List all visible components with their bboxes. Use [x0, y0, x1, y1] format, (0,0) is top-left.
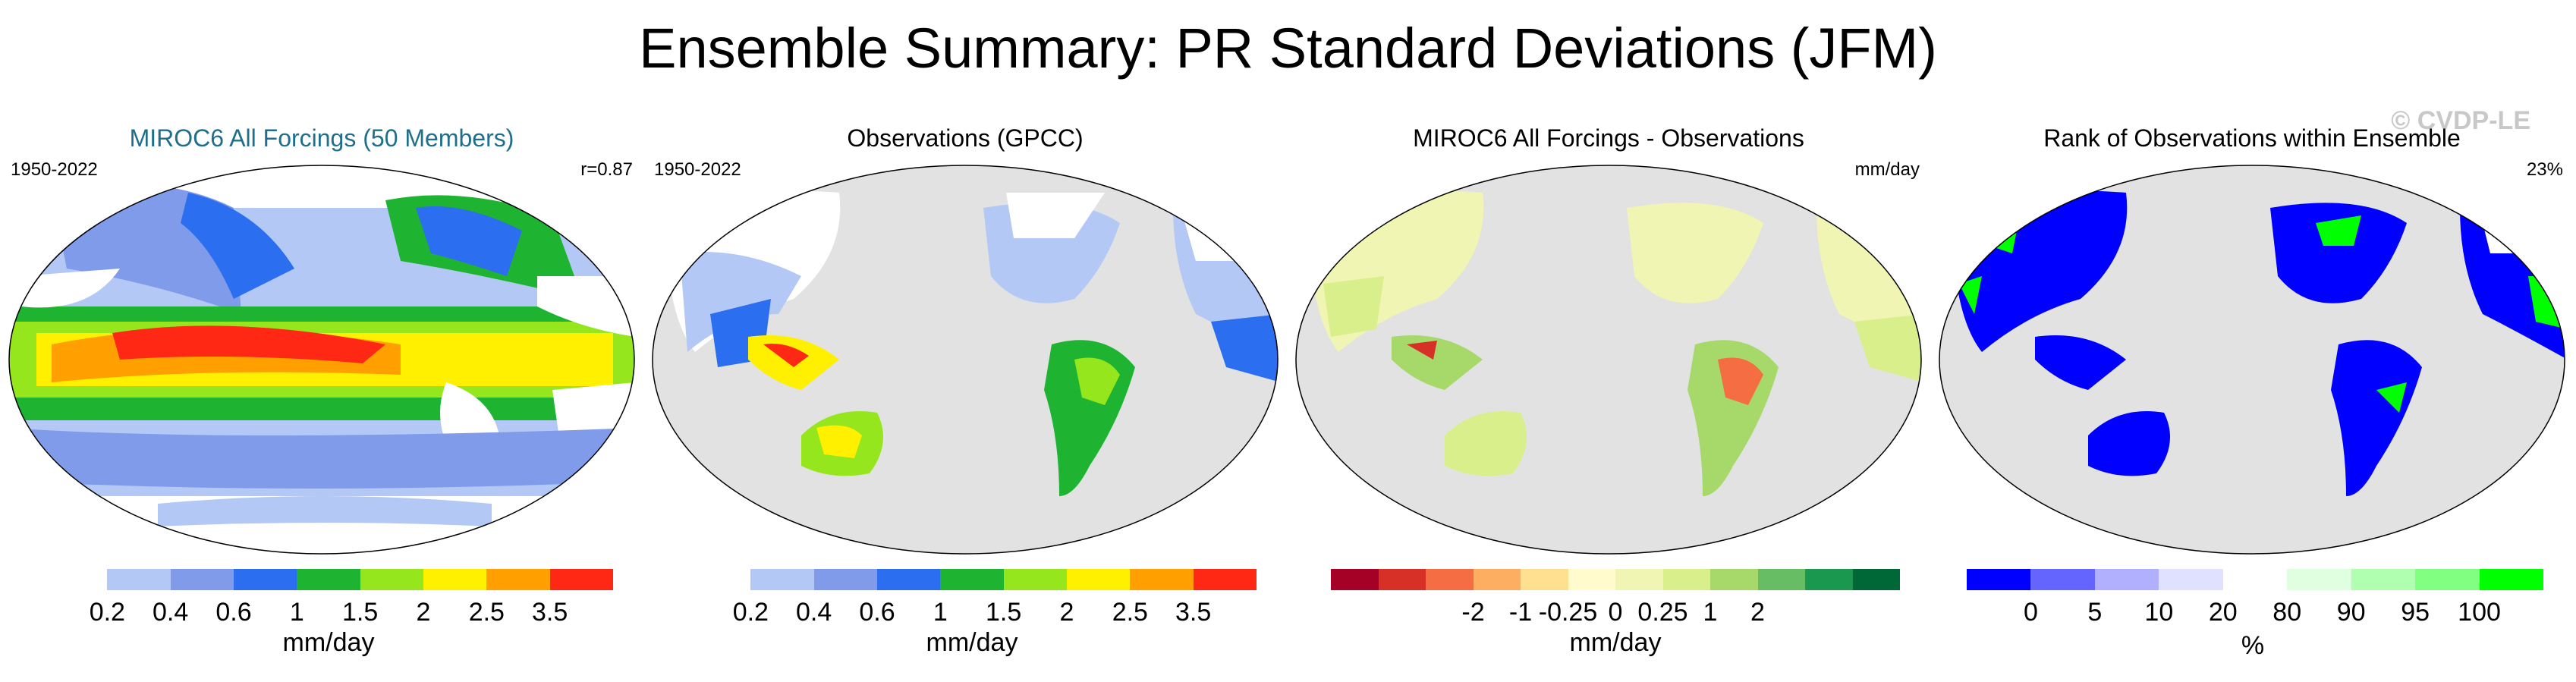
- colorbar-swatch: [1003, 569, 1067, 590]
- colorbar-tick-label: 0.6: [859, 598, 895, 627]
- colorbar-tick-label: -1: [1508, 598, 1533, 627]
- colorbar-swatch: [1130, 569, 1194, 590]
- colorbar-tick-label: -2: [1461, 598, 1485, 627]
- colorbar-swatch: [423, 569, 487, 590]
- colorbar-tick-label: 2.5: [468, 598, 505, 627]
- colorbar-swatch: [1967, 569, 2031, 590]
- colorbar-tick-label: 80: [2272, 598, 2302, 627]
- panel-title: MIROC6 All Forcings - Observations: [1413, 124, 1804, 152]
- unit-label: mm/day: [1854, 159, 1920, 180]
- colorbar-swatch: [750, 569, 814, 590]
- colorbar-tick-label: 20: [2208, 598, 2238, 627]
- colorbar-swatch: [2094, 569, 2159, 590]
- colorbar-swatch: [1662, 569, 1710, 590]
- colorbar-swatch: [1710, 569, 1758, 590]
- colorbar-swatch: [1331, 569, 1379, 590]
- colorbar-tick-label: 1.5: [342, 598, 379, 627]
- panel-title: MIROC6 All Forcings (50 Members): [129, 124, 514, 152]
- colorbar-swatch: [687, 569, 751, 590]
- colorbar-tick-label: 100: [2458, 598, 2501, 627]
- colorbar-unit: mm/day: [1569, 628, 1662, 657]
- main-title: Ensemble Summary: PR Standard Deviations…: [639, 17, 1937, 80]
- colorbar-swatch: [2415, 569, 2480, 590]
- colorbar-swatch: [549, 569, 613, 590]
- colorbar-tick-label: 10: [2144, 598, 2174, 627]
- colorbar-swatch: [1193, 569, 1257, 590]
- map-rank: [1939, 165, 2565, 555]
- colorbar-tick-label: 90: [2336, 598, 2366, 627]
- rank-percent: 23%: [2526, 159, 2563, 180]
- colorbar-swatch: [1521, 569, 1568, 590]
- colorbar-swatch: [1568, 569, 1615, 590]
- colorbar-tick-label: 0.2: [89, 598, 125, 627]
- colorbar-swatch: [360, 569, 423, 590]
- colorbar-swatch: [1473, 569, 1521, 590]
- period-label: 1950-2022: [11, 159, 98, 180]
- colorbar-swatch: [1378, 569, 1426, 590]
- colorbar-tick-label: -0.25: [1538, 598, 1598, 627]
- colorbar-swatch: [297, 569, 360, 590]
- colorbar: [687, 569, 1257, 590]
- colorbar-tick-label: 0: [2023, 598, 2038, 627]
- colorbar-tick-label: 0.4: [796, 598, 832, 627]
- colorbar-swatch: [1852, 569, 1900, 590]
- map-difference: [1295, 165, 1922, 555]
- colorbar-swatch: [876, 569, 941, 590]
- colorbar-swatch: [2479, 569, 2543, 590]
- colorbar-swatch: [1615, 569, 1663, 590]
- colorbar-tick-label: 3.5: [1175, 598, 1212, 627]
- colorbar-swatch: [107, 569, 171, 590]
- map-observations: [652, 165, 1279, 555]
- colorbar-swatch: [2159, 569, 2223, 590]
- colorbar-tick-label: 1: [289, 598, 304, 627]
- colorbar-unit: mm/day: [926, 628, 1018, 657]
- colorbar-tick-label: 1: [933, 598, 948, 627]
- colorbar-swatch: [1066, 569, 1131, 590]
- colorbar-unit: %: [2241, 631, 2265, 660]
- pattern-correlation: r=0.87: [580, 159, 633, 180]
- colorbar-tick-label: 2: [1750, 598, 1765, 627]
- period-label: 1950-2022: [654, 159, 741, 180]
- colorbar-swatch: [813, 569, 877, 590]
- colorbar-swatch: [2287, 569, 2351, 590]
- panel-rank: Rank of Observations within Ensemble 23%…: [1930, 121, 2574, 682]
- colorbar-tick-label: 0.2: [732, 598, 769, 627]
- colorbar-swatch: [940, 569, 1004, 590]
- colorbar: [1331, 569, 1900, 590]
- colorbar-swatch: [2222, 569, 2288, 590]
- colorbar-swatch: [486, 569, 550, 590]
- panel-title: Observations (GPCC): [847, 124, 1084, 152]
- colorbar-swatch: [233, 569, 297, 590]
- colorbar-tick-label: 5: [2087, 598, 2103, 627]
- colorbar-tick-label: 0.4: [153, 598, 189, 627]
- colorbar-swatch: [170, 569, 234, 590]
- colorbar-swatch: [2351, 569, 2416, 590]
- colorbar-swatch: [44, 569, 108, 590]
- colorbar-tick-label: 2.5: [1112, 598, 1148, 627]
- panel-title: Rank of Observations within Ensemble: [2043, 124, 2461, 152]
- colorbar-unit: mm/day: [282, 628, 375, 657]
- panel-model: MIROC6 All Forcings (50 Members) 1950-20…: [0, 121, 643, 682]
- colorbar-swatch: [1426, 569, 1474, 590]
- colorbar-tick-label: 0.6: [215, 598, 252, 627]
- colorbar: [1967, 569, 2543, 590]
- colorbar-tick-label: 3.5: [532, 598, 568, 627]
- colorbar-tick-label: 2: [1059, 598, 1074, 627]
- colorbar-tick-label: 95: [2401, 598, 2430, 627]
- colorbar: [44, 569, 613, 590]
- colorbar-tick-label: 2: [416, 598, 431, 627]
- colorbar-swatch: [1757, 569, 1805, 590]
- colorbar-tick-label: 0.25: [1637, 598, 1688, 627]
- map-model: [8, 165, 635, 555]
- colorbar-tick-label: 0: [1608, 598, 1623, 627]
- colorbar-swatch: [2030, 569, 2095, 590]
- colorbar-swatch: [1805, 569, 1853, 590]
- colorbar-tick-label: 1.5: [986, 598, 1022, 627]
- watermark: © CVDP-LE: [2391, 106, 2530, 135]
- colorbar-tick-label: 1: [1703, 598, 1718, 627]
- panel-observations: Observations (GPCC) 1950-2022 mm/day 0.2…: [643, 121, 1287, 682]
- panel-difference: MIROC6 All Forcings - Observations mm/da…: [1287, 121, 1930, 682]
